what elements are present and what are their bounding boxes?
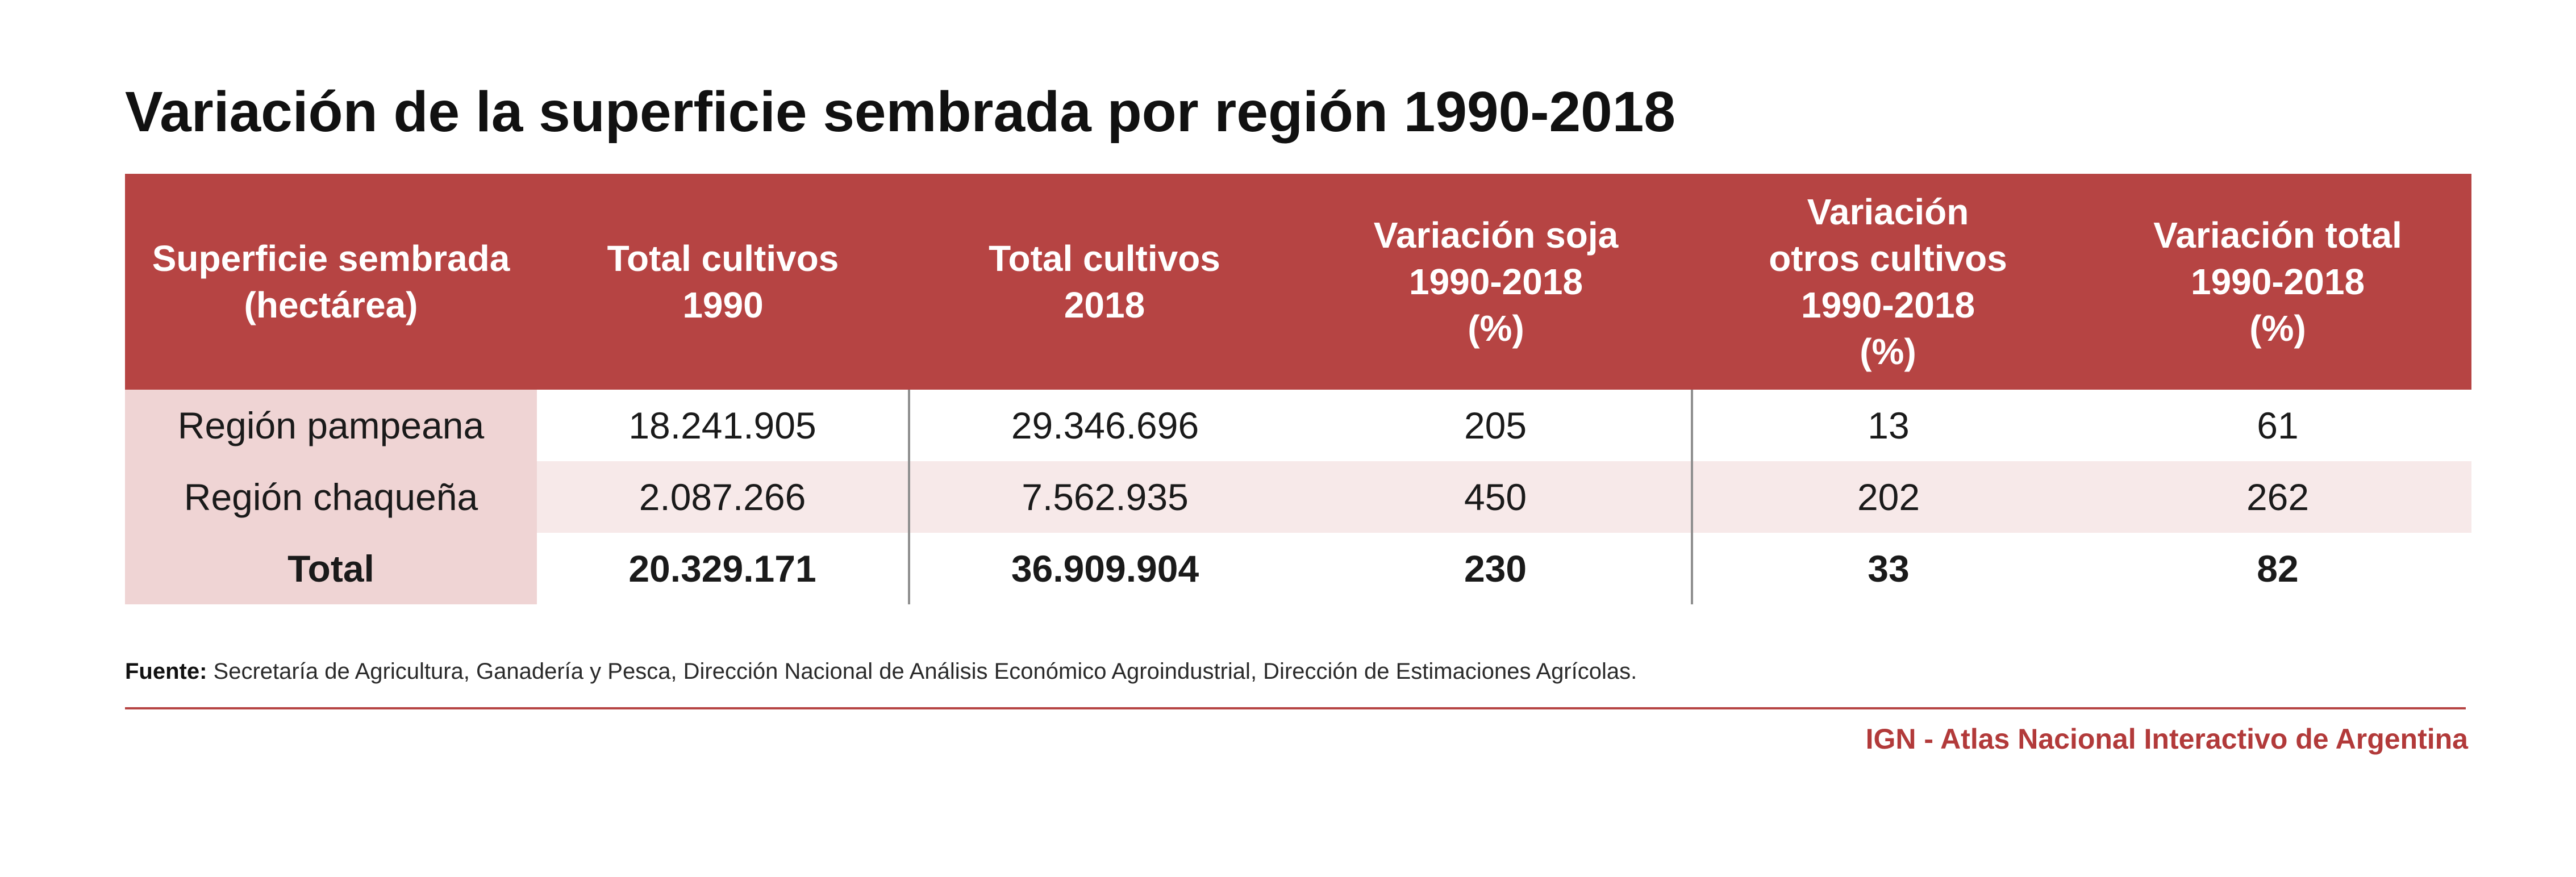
source-text: Secretaría de Agricultura, Ganadería y P… (207, 659, 1637, 684)
total-row: Total 20.329.171 36.909.904 230 33 82 (125, 533, 2471, 604)
header-total-variation: Variación total 1990-2018 (%) (2084, 174, 2471, 390)
table-cell: 13 (1692, 390, 2084, 461)
table-cell: 61 (2084, 390, 2471, 461)
row-label: Total (125, 533, 537, 604)
source-label: Fuente: (125, 659, 207, 684)
table-cell: 82 (2084, 533, 2471, 604)
data-table: Superficie sembrada (hectárea) Total cul… (125, 174, 2471, 604)
header-row: Superficie sembrada (hectárea) Total cul… (125, 174, 2471, 390)
header-surface-sown: Superficie sembrada (hectárea) (125, 174, 537, 390)
table-cell: 29.346.696 (909, 390, 1300, 461)
table-cell: 7.562.935 (909, 461, 1300, 533)
table-cell: 18.241.905 (537, 390, 910, 461)
table-cell: 450 (1300, 461, 1693, 533)
table-cell: 33 (1692, 533, 2084, 604)
table-row: Región chaqueña 2.087.266 7.562.935 450 … (125, 461, 2471, 533)
divider (125, 707, 2466, 709)
table-cell: 205 (1300, 390, 1693, 461)
source-note: Fuente: Secretaría de Agricultura, Ganad… (125, 659, 1637, 684)
header-total-1990: Total cultivos 1990 (537, 174, 909, 390)
row-label: Región pampeana (125, 390, 537, 461)
header-total-2018: Total cultivos 2018 (909, 174, 1300, 390)
header-other-crops-variation: Variación otros cultivos 1990-2018 (%) (1692, 174, 2084, 390)
table-cell: 2.087.266 (537, 461, 910, 533)
table-header: Superficie sembrada (hectárea) Total cul… (125, 174, 2471, 390)
row-label: Región chaqueña (125, 461, 537, 533)
table-cell: 202 (1692, 461, 2084, 533)
header-soy-variation: Variación soja 1990-2018 (%) (1300, 174, 1692, 390)
table-body: Región pampeana 18.241.905 29.346.696 20… (125, 390, 2471, 604)
credit-text: IGN - Atlas Nacional Interactivo de Arge… (1865, 723, 2468, 755)
table-cell: 262 (2084, 461, 2471, 533)
table-cell: 20.329.171 (537, 533, 910, 604)
table-cell: 36.909.904 (909, 533, 1300, 604)
table-row: Región pampeana 18.241.905 29.346.696 20… (125, 390, 2471, 461)
page-title: Variación de la superficie sembrada por … (125, 80, 1676, 144)
table-cell: 230 (1300, 533, 1693, 604)
